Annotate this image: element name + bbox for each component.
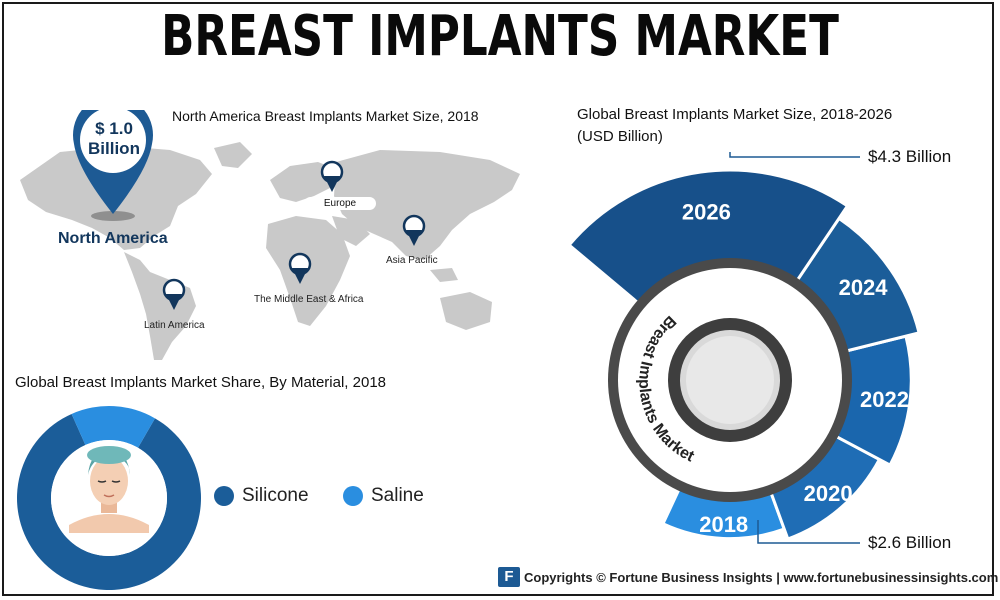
na-market-value: $ 1.0 Billion [82, 119, 146, 159]
na-value-unit: Billion [88, 139, 140, 158]
callout-2018-value: $2.6 Billion [868, 533, 952, 552]
map-asia [334, 150, 520, 260]
pin-asia-pacific-icon [402, 214, 426, 246]
fan-label-2024: 2024 [839, 275, 889, 300]
map-greenland [214, 142, 252, 168]
page-title: BREAST IMPLANTS MARKET [161, 4, 839, 69]
footer: F Copyrights © Fortune Business Insights… [498, 567, 998, 587]
map-latin-america [124, 252, 196, 360]
market-size-fan-chart: Breast Implants Market 20182020202220242… [567, 168, 921, 541]
donut-slice-saline [71, 406, 155, 448]
region-label-asia-pacific: Asia Pacific [386, 255, 438, 266]
map-australia [440, 292, 492, 330]
footer-text: Copyrights © Fortune Business Insights |… [524, 569, 999, 585]
donut-slice-silicone [17, 413, 201, 590]
callout-2026-value: $4.3 Billion [868, 147, 952, 166]
map-section-title: North America Breast Implants Market Siz… [172, 108, 479, 124]
north-america-marker-icon [73, 110, 153, 221]
material-section-title: Global Breast Implants Market Share, By … [15, 374, 387, 391]
fortune-logo-icon: F [498, 567, 520, 587]
pin-middle-east-africa-icon [288, 252, 312, 284]
fan-label-2026: 2026 [682, 200, 731, 225]
legend-silicone-label: Silicone [242, 485, 309, 506]
world-map [20, 110, 520, 360]
legend-silicone: Silicone [214, 485, 309, 507]
pin-europe-icon [320, 160, 344, 192]
fan-label-2020: 2020 [804, 481, 853, 506]
region-label-mea: The Middle East & Africa [254, 294, 364, 305]
fan-label-2018: 2018 [699, 512, 748, 537]
region-label-latin-america: Latin America [144, 320, 205, 331]
growth-section-title: Global Breast Implants Market Size, 2018… [577, 104, 892, 148]
patient-face-icon [69, 446, 149, 533]
region-label-europe: Europe [304, 197, 376, 210]
growth-title-line1: Global Breast Implants Market Size, 2018… [577, 106, 893, 123]
growth-title-line2: (USD Billion) [577, 128, 663, 145]
pin-latin-america-icon [162, 278, 186, 310]
map-islands [430, 268, 458, 282]
map-middle-east [332, 216, 370, 246]
legend-saline: Saline [343, 485, 424, 507]
legend-saline-swatch [343, 486, 363, 506]
legend-saline-label: Saline [371, 485, 424, 506]
na-region-label: North America [58, 230, 168, 247]
na-value-amount: $ 1.0 [95, 119, 133, 138]
legend-silicone-swatch [214, 486, 234, 506]
material-donut-chart [17, 406, 201, 590]
fan-label-2022: 2022 [860, 387, 909, 412]
